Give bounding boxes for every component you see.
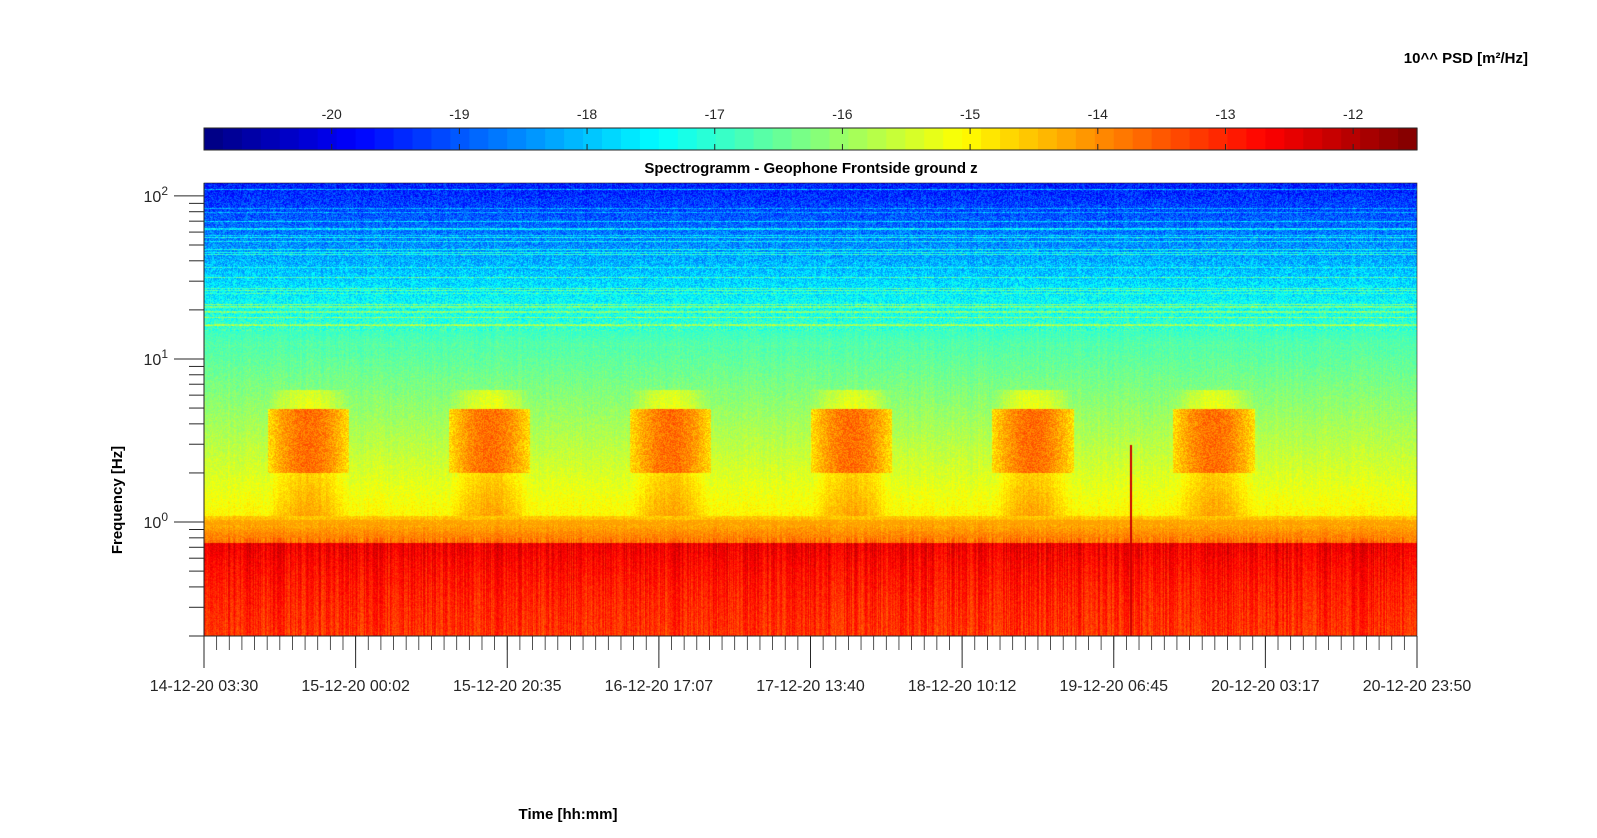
colorbar-step	[1379, 128, 1399, 150]
colorbar-step	[1208, 128, 1229, 150]
colorbar-step	[1360, 128, 1380, 150]
colorbar-step	[1265, 128, 1285, 150]
colorbar-step	[298, 128, 319, 150]
colorbar-tick-label: -18	[577, 106, 597, 122]
colorbar-label: 10^^ PSD [m²/Hz]	[1404, 50, 1528, 67]
colorbar-step	[734, 128, 755, 150]
x-tick-label: 19-12-20 06:45	[1059, 678, 1168, 695]
x-tick-label: 17-12-20 13:40	[756, 678, 865, 695]
colorbar-step	[981, 128, 1001, 150]
colorbar-step	[620, 128, 641, 150]
colorbar-step	[393, 128, 414, 150]
colorbar-step	[1170, 128, 1191, 150]
colorbar-step	[1132, 128, 1153, 150]
y-tick-label: 100	[144, 510, 169, 532]
chart-title: Spectrogramm - Geophone Frontside ground…	[644, 160, 977, 177]
colorbar-step	[564, 128, 584, 150]
colorbar-step	[943, 128, 963, 150]
colorbar-step	[1113, 128, 1134, 150]
y-tick-label: 102	[144, 184, 169, 206]
x-tick-label: 18-12-20 10:12	[908, 678, 1017, 695]
colorbar-step	[1227, 128, 1248, 150]
colorbar-tick-label: -15	[960, 106, 980, 122]
x-tick-label: 20-12-20 03:17	[1211, 678, 1320, 695]
colorbar: -20 -19 -18 -17 -16 -15 -14 -13 -12	[203, 106, 1418, 151]
colorbar-step	[412, 128, 433, 150]
colorbar-step	[260, 128, 281, 150]
colorbar-step	[867, 128, 887, 150]
colorbar-step	[1284, 128, 1304, 150]
colorbar-step	[1056, 128, 1077, 150]
colorbar-step	[772, 128, 793, 150]
colorbar-tick-label: -17	[705, 106, 725, 122]
colorbar-step	[829, 128, 850, 150]
y-tick-label: 101	[144, 347, 169, 369]
colorbar-step	[1398, 128, 1418, 150]
colorbar-tick-label: -19	[449, 106, 469, 122]
colorbar-step	[658, 128, 679, 150]
colorbar-step	[924, 128, 944, 150]
colorbar-step	[222, 128, 243, 150]
spectrogram-plot	[203, 182, 1418, 637]
colorbar-step	[241, 128, 262, 150]
colorbar-step	[469, 128, 489, 150]
colorbar-step	[204, 128, 224, 150]
colorbar-step	[753, 128, 774, 150]
colorbar-step	[507, 128, 527, 150]
colorbar-step	[355, 128, 376, 150]
colorbar-steps	[204, 128, 1418, 150]
x-tick-label: 15-12-20 00:02	[301, 678, 410, 695]
colorbar-tick-label: -16	[832, 106, 852, 122]
colorbar-step	[545, 128, 565, 150]
x-axis: 14-12-20 03:30 15-12-20 00:02 15-12-20 20:…	[150, 635, 1472, 695]
colorbar-tick-label: -20	[322, 106, 342, 122]
colorbar-step	[374, 128, 395, 150]
x-tick-label: 15-12-20 20:35	[453, 678, 562, 695]
colorbar-tick-label: -13	[1215, 106, 1235, 122]
colorbar-step	[602, 128, 622, 150]
colorbar-step	[1303, 128, 1323, 150]
colorbar-step	[336, 128, 357, 150]
colorbar-step	[962, 128, 982, 150]
colorbar-step	[791, 128, 812, 150]
colorbar-step	[1189, 128, 1210, 150]
colorbar-step	[1094, 128, 1115, 150]
colorbar-step	[1018, 128, 1039, 150]
colorbar-step	[317, 128, 338, 150]
colorbar-step	[1037, 128, 1058, 150]
colorbar-step	[1341, 128, 1361, 150]
x-axis-label: Time [hh:mm]	[519, 806, 618, 823]
x-tick-label: 16-12-20 17:07	[605, 678, 714, 695]
colorbar-step	[583, 128, 603, 150]
colorbar-ticks: -20 -19 -18 -17 -16 -15 -14 -13 -12	[322, 106, 1363, 150]
spectrogram-image	[204, 183, 1417, 636]
colorbar-step	[886, 128, 906, 150]
colorbar-step	[848, 128, 868, 150]
colorbar-step	[696, 128, 717, 150]
colorbar-step	[639, 128, 660, 150]
colorbar-step	[905, 128, 925, 150]
x-tick-label: 14-12-20 03:30	[150, 678, 259, 695]
colorbar-step	[1151, 128, 1172, 150]
colorbar-step	[677, 128, 698, 150]
colorbar-step	[1322, 128, 1342, 150]
y-axis-label: Frequency [Hz]	[109, 446, 126, 554]
colorbar-step	[279, 128, 300, 150]
colorbar-step	[526, 128, 546, 150]
colorbar-step	[810, 128, 831, 150]
colorbar-tick-label: -12	[1343, 106, 1363, 122]
colorbar-step	[1246, 128, 1266, 150]
colorbar-step	[1000, 128, 1020, 150]
colorbar-step	[488, 128, 508, 150]
y-axis: 100 101 102	[144, 183, 205, 637]
colorbar-step	[450, 128, 470, 150]
x-tick-label: 20-12-20 23:50	[1363, 678, 1472, 695]
colorbar-step	[1075, 128, 1096, 150]
colorbar-step	[715, 128, 736, 150]
colorbar-step	[431, 128, 451, 150]
colorbar-frame	[203, 127, 1418, 151]
colorbar-tick-label: -14	[1088, 106, 1108, 122]
